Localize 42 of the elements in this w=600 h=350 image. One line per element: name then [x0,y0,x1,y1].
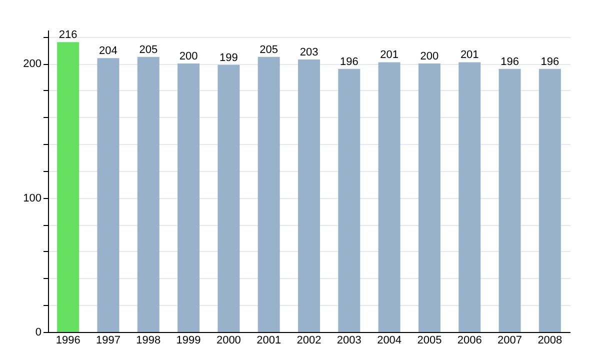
bar [298,60,320,332]
data-label: 200 [420,50,439,63]
x-tick-label: 2007 [498,334,522,346]
bar [137,56,160,332]
data-label: 204 [99,45,118,58]
x-tick-label: 1996 [56,334,80,346]
data-label: 216 [58,29,78,42]
bar [57,42,80,332]
x-tick-label: 2001 [256,334,282,346]
bar [458,62,481,332]
bar [498,68,521,332]
bar [178,64,200,332]
data-label: 196 [340,56,358,68]
x-tick-label: 2003 [336,334,362,346]
x-tick-label: 2002 [296,334,322,346]
data-label: 203 [300,46,318,59]
x-tick-label: 2008 [538,334,562,346]
y-tick-label: 200 [23,58,42,70]
data-label: 199 [220,52,238,64]
y-tick-label: 0 [35,326,42,338]
data-label: 196 [540,56,560,68]
data-label: 205 [260,44,278,56]
data-label: 200 [179,50,198,63]
bar [418,64,440,332]
x-tick-label: 1999 [176,334,201,346]
x-tick-label: 1998 [136,334,161,346]
data-label: 205 [139,44,158,56]
data-label: 201 [380,49,398,62]
bar [538,68,561,332]
data-label: 201 [460,49,479,62]
x-tick-label: 1997 [96,334,120,346]
bar [218,64,240,332]
bar [97,58,120,332]
x-tick-label: 2004 [377,334,402,346]
x-tick-label: 2005 [417,334,442,346]
data-label: 196 [500,56,519,68]
y-tick-label: 100 [23,192,42,204]
x-tick-label: 2000 [216,334,241,346]
x-tick-label: 2006 [457,334,482,346]
bar [258,56,280,332]
bar [338,68,360,332]
bar [378,62,400,332]
